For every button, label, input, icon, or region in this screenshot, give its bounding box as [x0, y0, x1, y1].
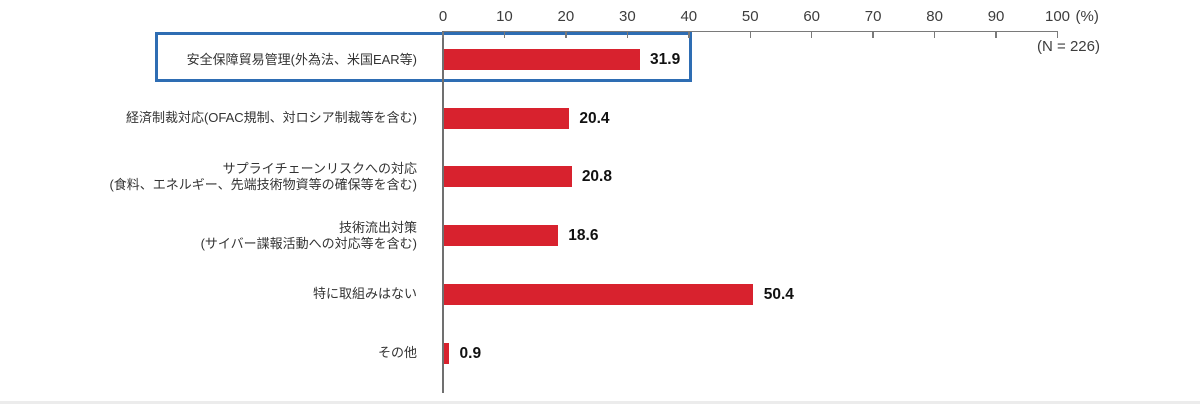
- x-axis-line: [443, 30, 1058, 32]
- axis-tick-label: 60: [803, 8, 821, 25]
- bar: [443, 49, 640, 70]
- axis-tick-mark: [872, 31, 874, 38]
- bar: [443, 342, 450, 364]
- axis-tick-label: 0: [438, 8, 448, 25]
- axis-tick-mark: [688, 31, 690, 38]
- axis-tick-mark: [626, 31, 629, 38]
- axis-tick-mark: [995, 31, 997, 38]
- category-label: 経済制裁対応(OFAC規制、対ロシア制裁等を含む): [125, 110, 417, 126]
- axis-tick-mark: [749, 31, 751, 38]
- axis-tick-mark: [810, 31, 813, 38]
- axis-tick-label: 100: [1044, 8, 1071, 25]
- value-label: 50.4: [763, 285, 794, 303]
- bottom-edge-shadow: [0, 401, 1200, 404]
- axis-tick-label: 80: [926, 8, 943, 25]
- axis-tick-mark: [503, 31, 506, 38]
- bar: [443, 107, 570, 129]
- bar: [443, 283, 754, 305]
- axis-tick-mark: [565, 31, 567, 38]
- axis-tick-label: 70: [864, 8, 882, 25]
- axis-tick-mark: [442, 31, 444, 38]
- axis-tick-label: 90: [987, 8, 1005, 25]
- bar: [443, 166, 572, 188]
- value-label: 18.6: [568, 227, 599, 245]
- value-label: 20.8: [581, 168, 612, 186]
- axis-tick-mark: [933, 31, 936, 38]
- value-label: 20.4: [579, 109, 610, 127]
- sample-size-label: (N = 226): [1037, 38, 1100, 55]
- axis-tick-label: 10: [496, 8, 513, 25]
- category-label: その他: [377, 345, 417, 360]
- axis-tick-label: 20: [557, 8, 575, 25]
- highlight-box: [155, 32, 692, 82]
- axis-tick-label: 50: [741, 8, 759, 25]
- category-label: 技術流出対策 (サイバー諜報活動への対応等を含む): [200, 219, 417, 251]
- bar: [443, 225, 559, 247]
- axis-tick-label: 40: [680, 8, 698, 25]
- axis-tick-label: 30: [619, 8, 636, 25]
- category-label: サプライチェーンリスクへの対応 (食料、エネルギー、先端技術物資等の確保等を含む): [109, 160, 417, 192]
- axis-unit-label: (%): [1075, 8, 1099, 25]
- category-label: 安全保障貿易管理(外為法、米国EAR等): [186, 51, 417, 67]
- category-label: 特に取組みはない: [312, 286, 417, 302]
- value-label: 31.9: [650, 51, 681, 68]
- y-axis-line: [442, 30, 444, 393]
- axis-tick-mark: [1056, 31, 1059, 38]
- value-label: 0.9: [459, 344, 482, 362]
